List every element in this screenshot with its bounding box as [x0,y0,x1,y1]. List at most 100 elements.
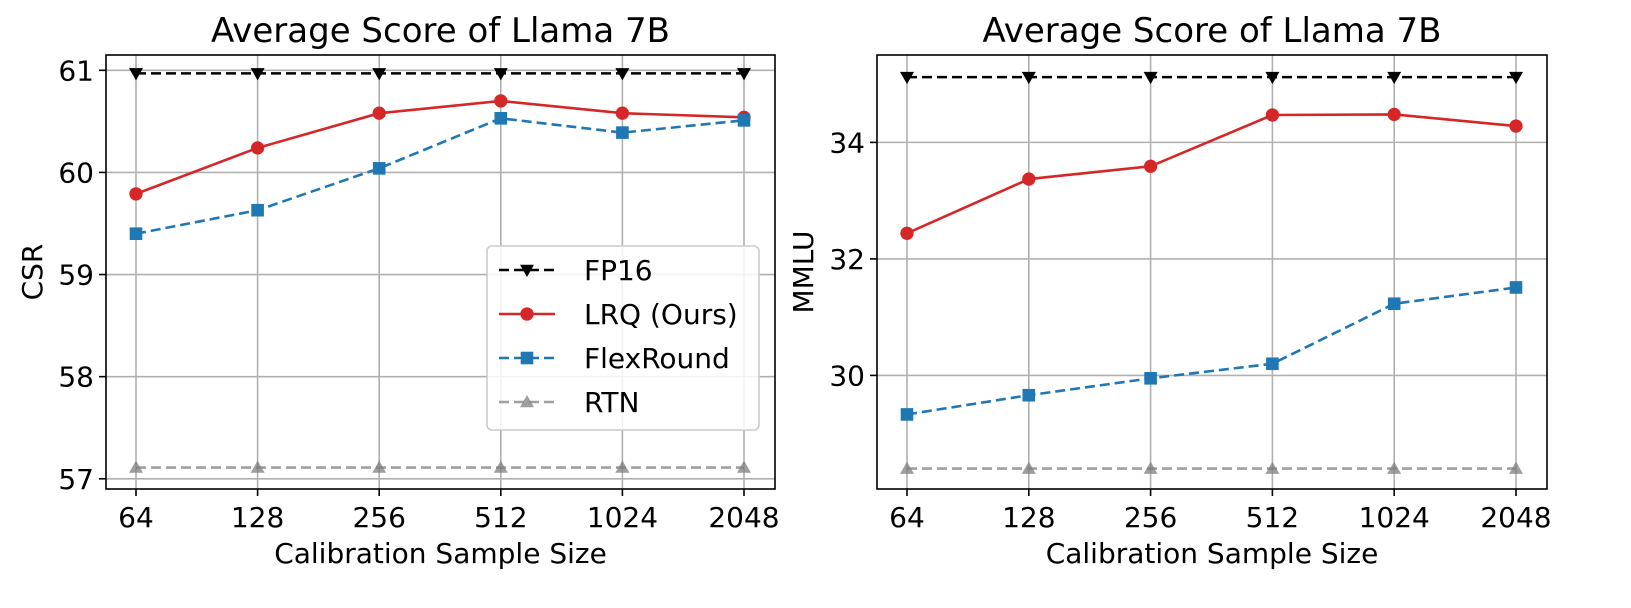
series-fp16 [129,68,751,81]
y-tick-label: 59 [58,259,94,292]
x-tick-label: 512 [1246,501,1299,534]
data-point [372,106,386,120]
x-tick-label: 64 [118,501,154,534]
x-tick-label: 256 [352,501,405,534]
legend-marker [520,307,534,321]
series-lrq-ours [129,94,751,201]
legend-item: FP16 [499,254,653,287]
data-point [1509,281,1523,294]
data-point [250,68,265,81]
legend-item: RTN [499,386,639,419]
series-rtn [129,460,751,473]
data-point [737,460,751,473]
y-tick-label: 57 [58,463,94,496]
x-tick-label: 512 [474,501,527,534]
data-point [1021,461,1036,474]
data-point [1022,172,1036,186]
data-point [737,114,751,127]
legend-item: LRQ (Ours) [499,298,738,331]
data-point [615,460,630,473]
x-tick-label: 128 [1002,501,1055,534]
series-line [135,116,745,235]
data-point [1265,461,1280,474]
series-line [135,99,745,196]
legend-label: FlexRound [584,342,730,375]
data-point [1021,71,1036,85]
data-point [1143,71,1158,85]
x-tick-label: 1024 [587,501,658,534]
legend-marker [520,395,534,408]
data-point [1387,107,1401,122]
data-point [737,68,751,81]
data-point [1387,461,1402,474]
data-point [615,68,630,81]
chart-title: Average Score of Llama 7B [211,11,670,51]
legend-marker [520,264,534,277]
data-point [1022,388,1036,402]
data-point [900,71,914,85]
y-tick-label: 58 [58,361,94,394]
y-tick-label: 60 [58,156,94,189]
series-fp16 [900,71,1523,85]
legend-label: FP16 [584,254,653,287]
series-flexround [129,112,751,241]
data-point [900,226,914,240]
data-point [1387,71,1402,85]
y-axis-label: MMLU [787,230,820,313]
legend: FP16 LRQ (Ours) FlexRound RTN [486,245,760,431]
x-tick-label: 64 [889,501,925,534]
data-point [900,408,914,421]
legend-box [486,245,760,431]
plot-frame [876,54,1548,490]
data-point [129,68,143,81]
chart-title: Average Score of Llama 7B [983,11,1442,51]
data-point [372,68,387,81]
data-point [250,460,265,473]
chart-panel-2: 64 128 256 512 1024 2048 30 32 34 Average Score o… [787,11,1552,570]
legend-item: FlexRound [499,342,730,375]
data-point [1143,461,1158,474]
series-line [906,286,1517,416]
legend-label: LRQ (Ours) [584,298,738,331]
x-tick-label: 2048 [1480,501,1551,534]
data-point [494,112,508,125]
data-point [372,162,386,175]
data-point [129,227,143,241]
y-axis-label: CSR [16,244,49,301]
data-point [1144,372,1157,385]
data-point [1509,461,1523,474]
data-point [493,68,508,81]
x-tick-label: 2048 [708,501,779,534]
data-point [251,203,264,217]
data-point [1265,71,1280,85]
data-point [372,460,387,473]
x-tick-label: 128 [231,501,284,534]
data-point [129,187,143,201]
series-lrq-ours [900,107,1523,240]
y-tick-label: 34 [829,126,865,159]
legend-label: RTN [584,386,639,419]
x-axis-label: Calibration Sample Size [1046,537,1379,570]
data-point [1265,108,1280,122]
y-tick-label: 30 [829,359,865,392]
series-rtn [900,461,1523,474]
data-point [900,461,914,474]
data-point [129,460,143,473]
data-point [250,141,265,155]
x-tick-label: 256 [1124,501,1177,534]
legend-marker [520,351,534,365]
data-point [1509,71,1523,85]
data-point [1143,159,1158,173]
data-point [615,106,630,120]
data-point [493,460,508,473]
data-point [1509,119,1523,133]
x-tick-label: 1024 [1359,501,1430,534]
data-point [616,126,629,139]
series-line [906,113,1517,235]
plot-frame [105,54,776,490]
data-point [1387,297,1401,311]
data-point [1266,357,1279,371]
chart-panel-1: 64 128 256 512 1024 2048 57 58 59 60 61 Average Sco… [16,11,780,570]
x-axis-label: Calibration Sample Size [274,537,607,570]
